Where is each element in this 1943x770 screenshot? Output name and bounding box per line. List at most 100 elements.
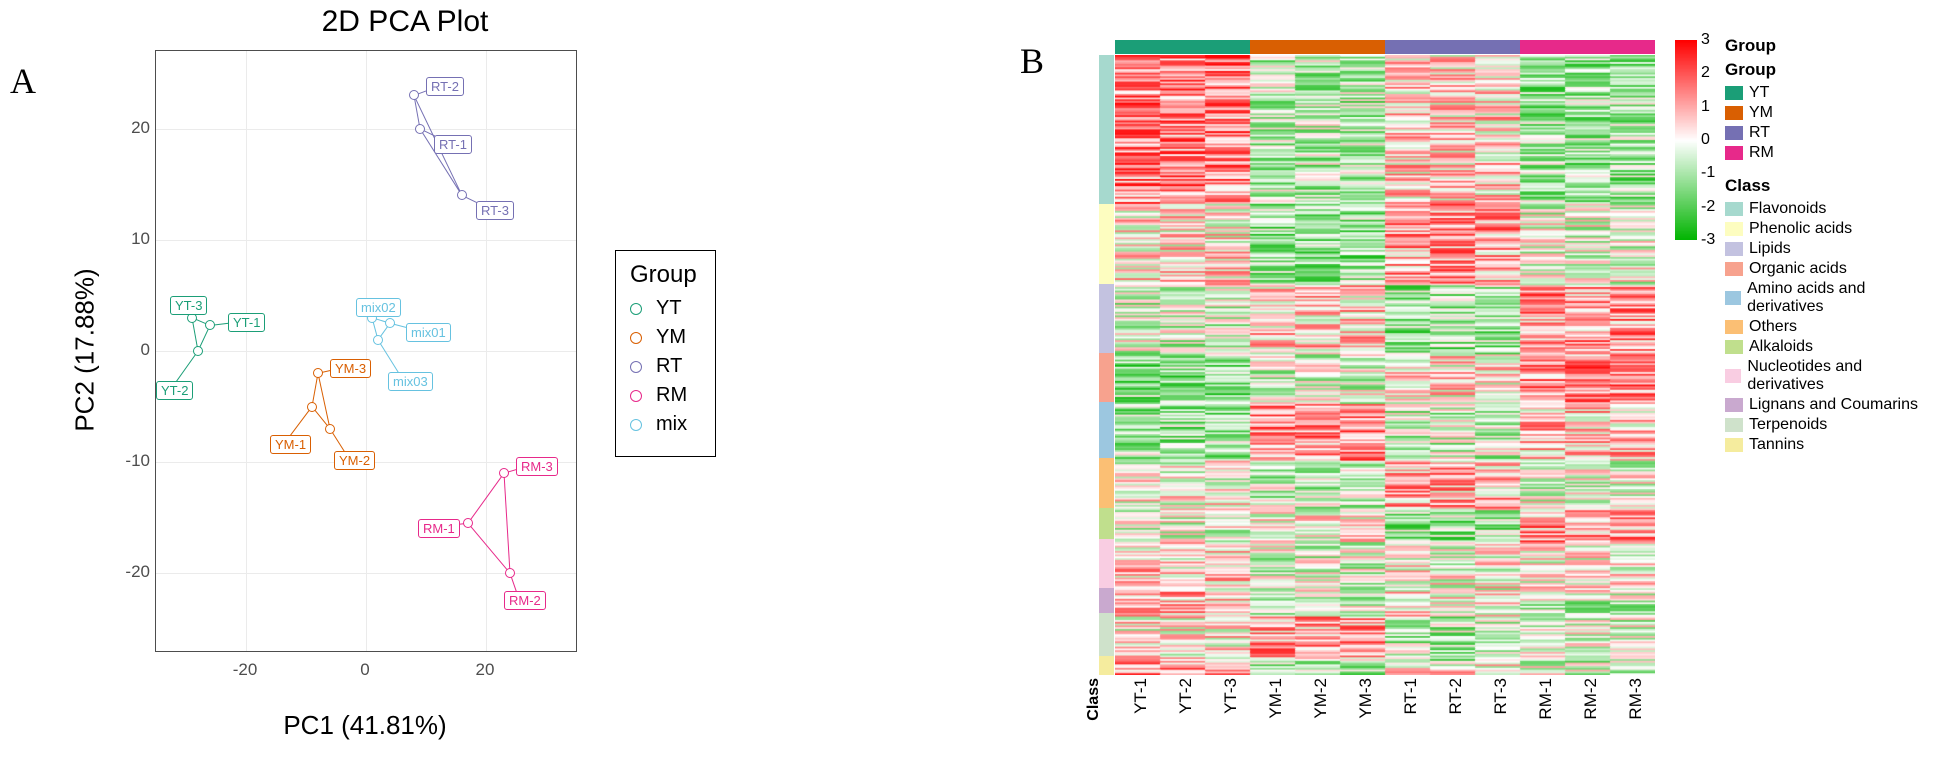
legend-label: YM [656, 326, 686, 349]
heatmap-column-label: RM-1 [1536, 678, 1556, 720]
column-group-swatch [1520, 40, 1565, 54]
heatmap-column-label: RM-3 [1626, 678, 1646, 720]
colorbar-title: Group [1725, 36, 1776, 56]
pca-point [409, 90, 419, 100]
legend-swatch [1725, 126, 1743, 140]
pca-legend-item: mix [630, 413, 697, 436]
pca-point-label: RM-1 [418, 519, 460, 538]
legend-label: RT [656, 355, 682, 378]
heatmap-legend-class-title: Class [1725, 176, 1925, 196]
row-class-swatch [1099, 458, 1114, 508]
heatmap-legend-group-title: Group [1725, 60, 1925, 80]
heatmap-legend-item: Alkaloids [1725, 338, 1925, 356]
column-group-swatch [1115, 40, 1160, 54]
legend-swatch [1725, 242, 1743, 256]
row-class-swatch [1099, 539, 1114, 589]
legend-swatch [1725, 222, 1743, 236]
row-class-swatch [1099, 204, 1114, 285]
pca-point-label: YT-3 [170, 296, 207, 315]
pca-legend-item: YT [630, 297, 697, 320]
legend-swatch [1725, 340, 1743, 354]
heatmap-column-label: YM-2 [1311, 678, 1331, 719]
panel-a-label: A [10, 60, 36, 102]
pca-point-label: YM-1 [270, 435, 311, 454]
legend-label: Others [1749, 318, 1797, 336]
column-group-swatch [1205, 40, 1250, 54]
heatmap-column-label: YM-1 [1266, 678, 1286, 719]
legend-label: Flavonoids [1749, 200, 1826, 218]
heatmap-row-annotation [1099, 55, 1114, 675]
legend-swatch [630, 303, 642, 315]
pca-point-label: RT-1 [434, 135, 472, 154]
colorbar-tick-label: -1 [1701, 164, 1715, 182]
legend-label: mix [656, 413, 687, 436]
pca-point-label: YM-2 [334, 451, 375, 470]
colorbar-tick-label: -2 [1701, 198, 1715, 216]
heatmap-column-label: YT-3 [1221, 678, 1241, 714]
y-tick-label: 10 [125, 229, 150, 249]
x-tick-label: -20 [233, 660, 258, 680]
legend-label: RT [1749, 124, 1770, 142]
pca-point [415, 124, 425, 134]
legend-swatch [1725, 202, 1743, 216]
pca-legend-item: YM [630, 326, 697, 349]
heatmap-panel: YT-1YT-2YT-3YM-1YM-2YM-3RT-1RT-2RT-3RM-1… [1085, 30, 1925, 750]
heatmap-legend-item: YT [1725, 84, 1925, 102]
legend-swatch [1725, 398, 1743, 412]
heatmap-legend-item: Amino acids and derivatives [1725, 280, 1925, 316]
x-tick-label: 0 [360, 660, 369, 680]
heatmap-legend-item: Phenolic acids [1725, 220, 1925, 238]
heatmap-column-label: RM-2 [1581, 678, 1601, 720]
pca-y-axis-label: PC2 (17.88%) [70, 268, 101, 431]
row-class-swatch [1099, 588, 1114, 613]
heatmap-legend-item: Nucleotides and derivatives [1725, 358, 1925, 394]
column-group-swatch [1610, 40, 1655, 54]
figure-container: A B 2D PCA Plot YT-1YT-2YT-3YM-1YM-2YM-3… [0, 0, 1943, 770]
pca-point-label: mix03 [388, 372, 433, 391]
legend-swatch [1725, 106, 1743, 120]
pca-point [457, 190, 467, 200]
pca-legend-item: RM [630, 384, 697, 407]
colorbar-tick-label: 2 [1701, 64, 1710, 82]
legend-swatch [1725, 146, 1743, 160]
y-tick-label: -10 [125, 451, 150, 471]
colorbar-gradient [1675, 40, 1697, 240]
column-group-swatch [1565, 40, 1610, 54]
pca-point [307, 402, 317, 412]
heatmap-column-label: RT-1 [1401, 678, 1421, 715]
heatmap-legend-item: Terpenoids [1725, 416, 1925, 434]
heatmap-legend-item: YM [1725, 104, 1925, 122]
pca-point [385, 318, 395, 328]
legend-swatch [1725, 86, 1743, 100]
pca-point-label: RT-2 [426, 77, 464, 96]
heatmap-legend-item: RM [1725, 144, 1925, 162]
pca-plot-frame: YT-1YT-2YT-3YM-1YM-2YM-3RT-1RT-2RT-3RM-1… [155, 50, 577, 652]
legend-label: RM [656, 384, 687, 407]
pca-point-label: YT-1 [228, 313, 265, 332]
column-group-swatch [1340, 40, 1385, 54]
pca-legend: Group YT YM RT RM mix [615, 250, 716, 457]
pca-point-label: mix02 [356, 298, 401, 317]
legend-label: Phenolic acids [1749, 220, 1852, 238]
x-tick-label: 20 [476, 660, 495, 680]
legend-label: Tannins [1749, 436, 1804, 454]
heatmap-column-annotation [1115, 40, 1655, 54]
column-group-swatch [1385, 40, 1430, 54]
column-group-swatch [1430, 40, 1475, 54]
legend-label: YT [656, 297, 682, 320]
heatmap-legend-item: Lignans and Coumarins [1725, 396, 1925, 414]
pca-legend-title: Group [630, 261, 697, 289]
heatmap-column-label: YT-1 [1131, 678, 1151, 714]
legend-label: Nucleotides and derivatives [1747, 358, 1925, 394]
heatmap-column-label: RT-2 [1446, 678, 1466, 715]
class-axis-label: Class [1085, 678, 1103, 721]
legend-label: Lignans and Coumarins [1749, 396, 1918, 414]
column-group-swatch [1250, 40, 1295, 54]
pca-point-label: RM-2 [504, 591, 546, 610]
heatmap-legend-item: Others [1725, 318, 1925, 336]
legend-label: Lipids [1749, 240, 1791, 258]
pca-point [193, 346, 203, 356]
column-group-swatch [1295, 40, 1340, 54]
heatmap-colorbar [1675, 40, 1697, 240]
heatmap-column-label: YT-2 [1176, 678, 1196, 714]
